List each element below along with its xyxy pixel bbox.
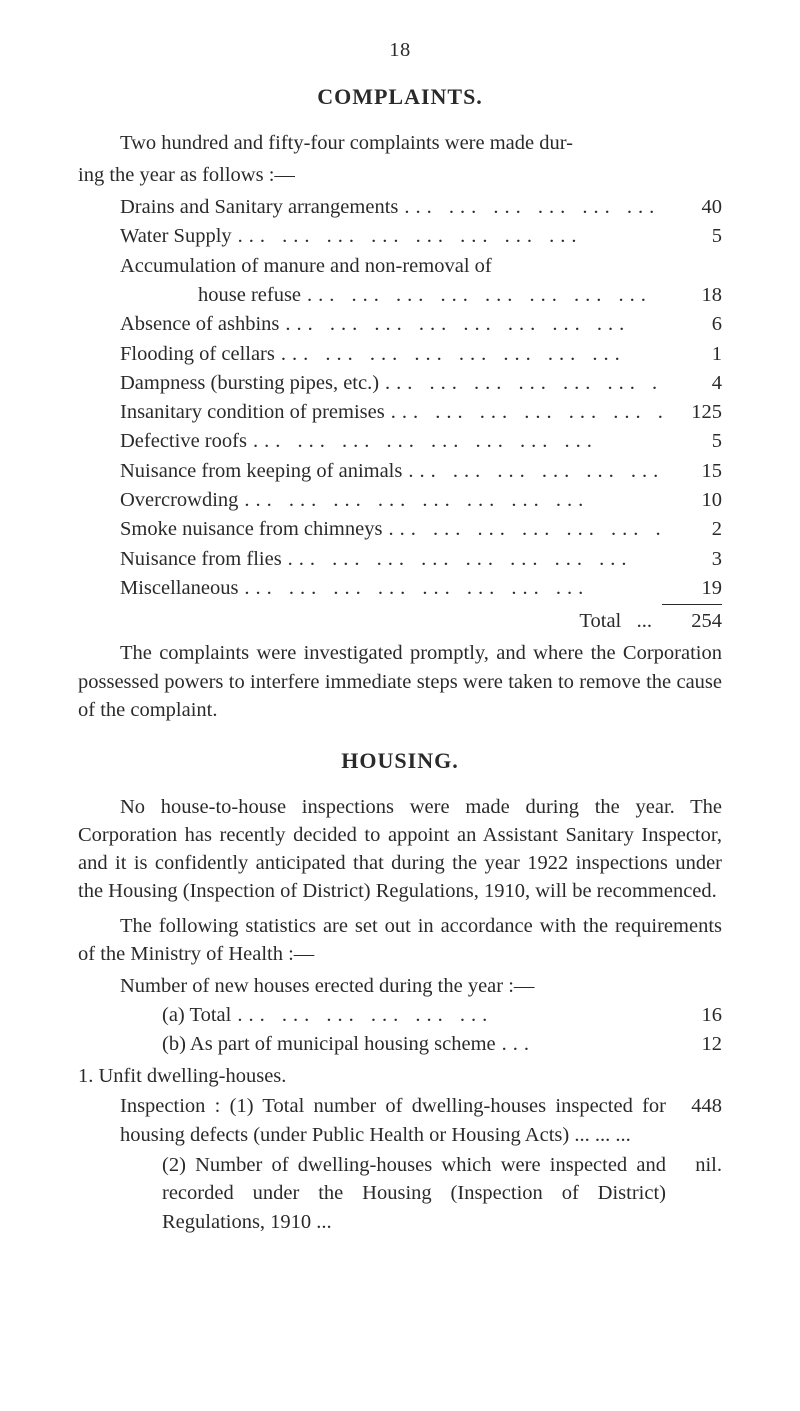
housing-a-row: (a) Total ... ... ... ... ... ... 16 bbox=[78, 1001, 722, 1029]
complaints-title: COMPLAINTS. bbox=[78, 82, 722, 112]
dot-leader: ... ... ... ... ... ... ... ... bbox=[238, 486, 662, 514]
complaint-value: 5 bbox=[662, 222, 722, 250]
housing-para1: No house-to-house inspections were made … bbox=[78, 793, 722, 906]
complaint-label: Accumulation of manure and non-removal o… bbox=[120, 252, 492, 280]
complaint-row: Nuisance from keeping of animals... ... … bbox=[78, 457, 722, 485]
complaint-value: 4 bbox=[662, 369, 722, 397]
dot-leader: ... ... ... ... ... ... ... ... bbox=[238, 574, 662, 602]
total-row: Total ... 254 bbox=[78, 604, 722, 635]
complaint-value: 1 bbox=[662, 340, 722, 368]
dot-leader: ... ... ... ... ... ... ... ... bbox=[275, 340, 662, 368]
complaint-row: Insanitary condition of premises... ... … bbox=[78, 398, 722, 426]
complaint-value: 5 bbox=[662, 427, 722, 455]
housing-a-value: 16 bbox=[662, 1001, 722, 1029]
dot-leader: ... ... ... ... ... ... ... ... bbox=[301, 281, 662, 309]
housing-item-1: 1. Unfit dwelling-houses. bbox=[78, 1062, 722, 1090]
complaint-row: Absence of ashbins... ... ... ... ... ..… bbox=[78, 310, 722, 338]
complaint-row: Smoke nuisance from chimneys... ... ... … bbox=[78, 515, 722, 543]
dot-leader: ... ... ... ... ... ... ... ... bbox=[282, 545, 662, 573]
complaint-row: Drains and Sanitary arrangements... ... … bbox=[78, 193, 722, 221]
complaint-row: Nuisance from flies... ... ... ... ... .… bbox=[78, 545, 722, 573]
complaint-value: 18 bbox=[662, 281, 722, 309]
complaint-label: Smoke nuisance from chimneys bbox=[120, 515, 382, 543]
complaints-intro-line2: ing the year as follows :— bbox=[78, 161, 722, 189]
housing-b-label: (b) As part of municipal housing scheme bbox=[162, 1030, 496, 1058]
complaint-value: 125 bbox=[662, 398, 722, 426]
complaints-para2: The complaints were investigated promptl… bbox=[78, 639, 722, 724]
complaint-label: Nuisance from keeping of animals bbox=[120, 457, 402, 485]
page-number: 18 bbox=[78, 36, 722, 64]
dot-leader: ... ... ... ... ... ... ... ... bbox=[247, 427, 662, 455]
complaint-row: Dampness (bursting pipes, etc.)... ... .… bbox=[78, 369, 722, 397]
complaint-row: Accumulation of manure and non-removal o… bbox=[78, 252, 722, 280]
housing-b-row: (b) As part of municipal housing scheme … bbox=[78, 1030, 722, 1058]
complaint-label: Defective roofs bbox=[120, 427, 247, 455]
complaint-label: Dampness (bursting pipes, etc.) bbox=[120, 369, 379, 397]
complaint-value: 10 bbox=[662, 486, 722, 514]
complaint-label: Overcrowding bbox=[120, 486, 238, 514]
dot-leader: ... bbox=[496, 1030, 662, 1058]
complaint-row: Miscellaneous... ... ... ... ... ... ...… bbox=[78, 574, 722, 602]
complaint-row: Overcrowding... ... ... ... ... ... ... … bbox=[78, 486, 722, 514]
complaint-label: house refuse bbox=[198, 281, 301, 309]
complaint-value: 3 bbox=[662, 545, 722, 573]
dot-leader: ... ... ... ... ... ... ... ... bbox=[402, 457, 662, 485]
complaint-label: Miscellaneous bbox=[120, 574, 238, 602]
complaint-value: 2 bbox=[662, 515, 722, 543]
dot-leader: ... ... ... ... ... ... ... ... bbox=[232, 222, 662, 250]
housing-two-text: (2) Number of dwelling-houses which were… bbox=[120, 1151, 666, 1236]
housing-inspection-text: Inspection : (1) Total number of dwellin… bbox=[120, 1092, 666, 1149]
complaint-label: Water Supply bbox=[120, 222, 232, 250]
complaint-label: Insanitary condition of premises bbox=[120, 398, 385, 426]
housing-two-row: (2) Number of dwelling-houses which were… bbox=[78, 1151, 722, 1236]
complaint-row: Water Supply... ... ... ... ... ... ... … bbox=[78, 222, 722, 250]
complaints-list: Drains and Sanitary arrangements... ... … bbox=[78, 193, 722, 602]
housing-new-houses-line: Number of new houses erected during the … bbox=[78, 972, 722, 1000]
complaint-row: house refuse... ... ... ... ... ... ... … bbox=[78, 281, 722, 309]
dot-leader: ... ... ... ... ... ... ... ... bbox=[379, 369, 662, 397]
complaint-value: 40 bbox=[662, 193, 722, 221]
total-label: Total ... bbox=[579, 607, 662, 635]
complaint-value: 6 bbox=[662, 310, 722, 338]
housing-title: HOUSING. bbox=[78, 746, 722, 776]
complaint-value: 15 bbox=[662, 457, 722, 485]
total-value: 254 bbox=[662, 604, 722, 635]
dot-leader: ... ... ... ... ... ... ... ... bbox=[382, 515, 662, 543]
complaint-row: Defective roofs... ... ... ... ... ... .… bbox=[78, 427, 722, 455]
complaint-row: Flooding of cellars... ... ... ... ... .… bbox=[78, 340, 722, 368]
complaints-intro-line1: Two hundred and fifty-four complaints we… bbox=[78, 129, 722, 157]
housing-a-label: (a) Total bbox=[162, 1001, 231, 1029]
complaint-label: Nuisance from flies bbox=[120, 545, 282, 573]
complaint-label: Drains and Sanitary arrangements bbox=[120, 193, 398, 221]
complaint-label: Absence of ashbins bbox=[120, 310, 279, 338]
housing-inspection-row: Inspection : (1) Total number of dwellin… bbox=[78, 1092, 722, 1149]
dot-leader: ... ... ... ... ... ... ... ... bbox=[279, 310, 662, 338]
complaint-label: Flooding of cellars bbox=[120, 340, 275, 368]
housing-b-value: 12 bbox=[662, 1030, 722, 1058]
housing-two-value: nil. bbox=[666, 1151, 722, 1179]
dot-leader: ... ... ... ... ... ... bbox=[231, 1001, 662, 1029]
complaint-value: 19 bbox=[662, 574, 722, 602]
dot-leader: ... ... ... ... ... ... ... ... bbox=[385, 398, 662, 426]
housing-para2: The following statistics are set out in … bbox=[78, 912, 722, 969]
housing-inspection-value: 448 bbox=[666, 1092, 722, 1120]
dot-leader: ... ... ... ... ... ... ... ... bbox=[398, 193, 662, 221]
